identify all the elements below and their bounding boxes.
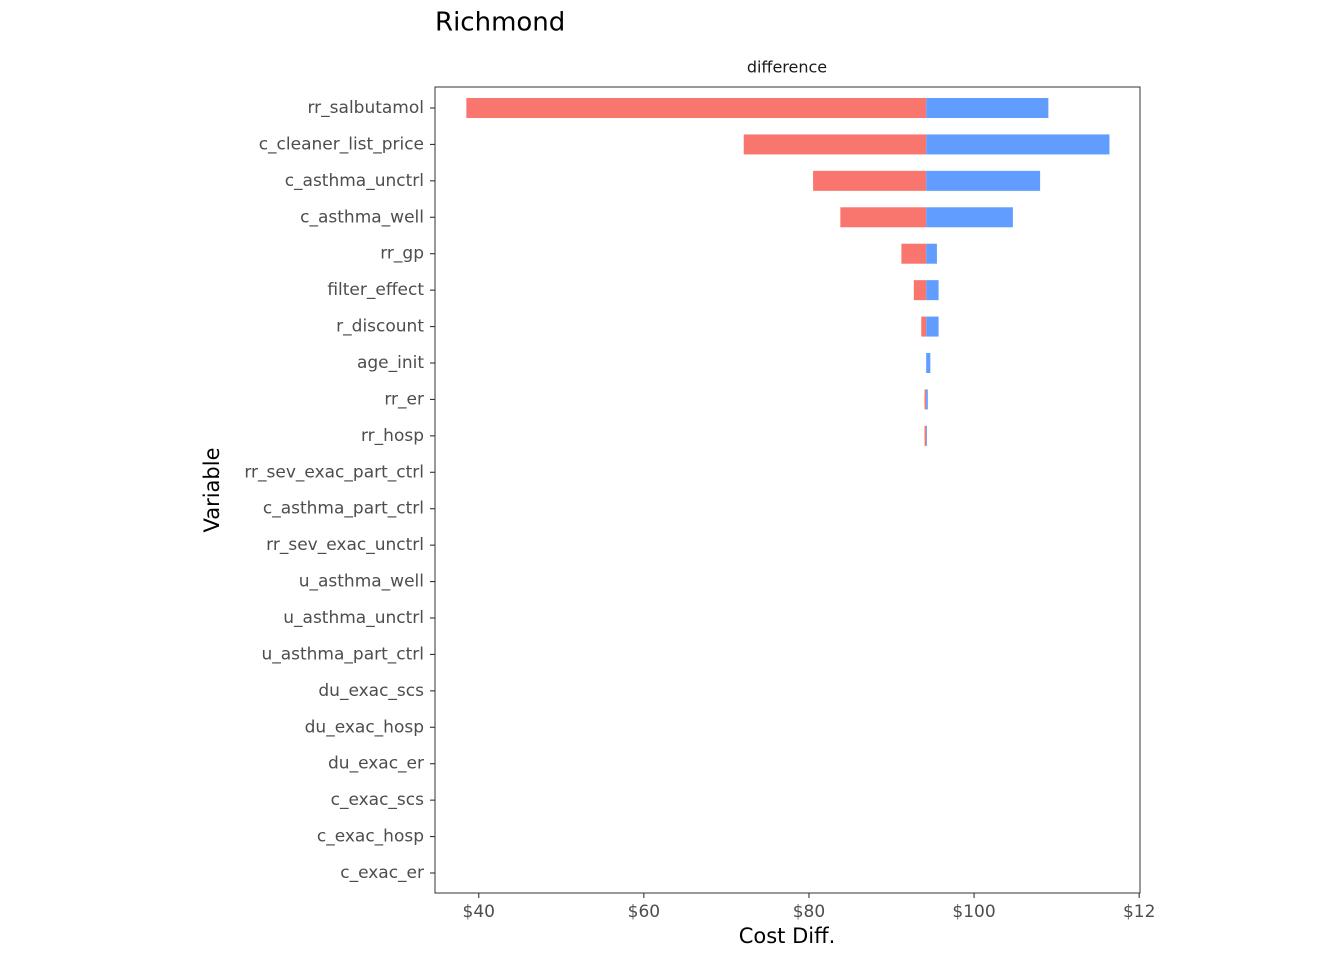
y-tick-label: c_asthma_unctrl [285,171,424,191]
y-tick-label: c_exac_scs [331,790,425,810]
y-tick-label: r_discount [336,317,424,337]
y-tick-label: rr_salbutamol [307,98,424,118]
y-tick-label: c_cleaner_list_price [259,134,424,154]
strip-label: difference [747,58,827,77]
y-tick-label: c_exac_er [340,863,424,883]
bar [913,280,927,301]
y-tick-label: u_asthma_well [299,572,424,592]
x-tick-label: $12 [1123,902,1155,922]
bar [926,170,1041,191]
bar [924,389,927,410]
y-tick-label: u_asthma_part_ctrl [261,644,424,664]
bar [921,316,927,337]
x-tick-label: $60 [628,902,660,922]
y-tick-label: u_asthma_unctrl [283,608,424,628]
y-axis-title: Variable [200,447,224,532]
y-tick-label: rr_hosp [361,426,424,446]
bar [926,425,928,446]
bar [466,98,927,118]
x-tick-label: $40 [463,902,495,922]
y-tick-label: rr_er [384,389,424,409]
y-tick-label: filter_effect [327,280,424,300]
bar [926,353,931,373]
bar [901,243,927,264]
x-axis-title: Cost Diff. [739,924,836,948]
bar [926,243,937,264]
y-tick-label: rr_sev_exac_part_ctrl [244,462,424,482]
bar [926,207,1013,228]
y-tick-label: rr_gp [380,244,424,264]
bar [926,280,939,301]
y-tick-label: du_exac_hosp [305,717,424,737]
bar [924,425,927,446]
y-tick-label: c_asthma_well [300,207,424,227]
x-tick-label: $80 [793,902,825,922]
y-tick-label: rr_sev_exac_unctrl [266,535,424,555]
bar [926,389,928,410]
bar [926,316,939,337]
chart-title: Richmond [435,8,565,38]
bar [813,170,927,191]
y-tick-label: c_asthma_part_ctrl [263,499,424,519]
y-tick-label: age_init [357,353,424,373]
bar [926,98,1049,118]
plot-border [434,86,1141,894]
bar [926,134,1110,155]
bar [840,207,927,228]
y-tick-label: du_exac_scs [318,681,424,701]
bar [743,134,927,155]
x-tick-label: $100 [952,902,995,922]
y-tick-label: du_exac_er [328,754,424,774]
y-tick-label: c_exac_hosp [317,827,424,847]
